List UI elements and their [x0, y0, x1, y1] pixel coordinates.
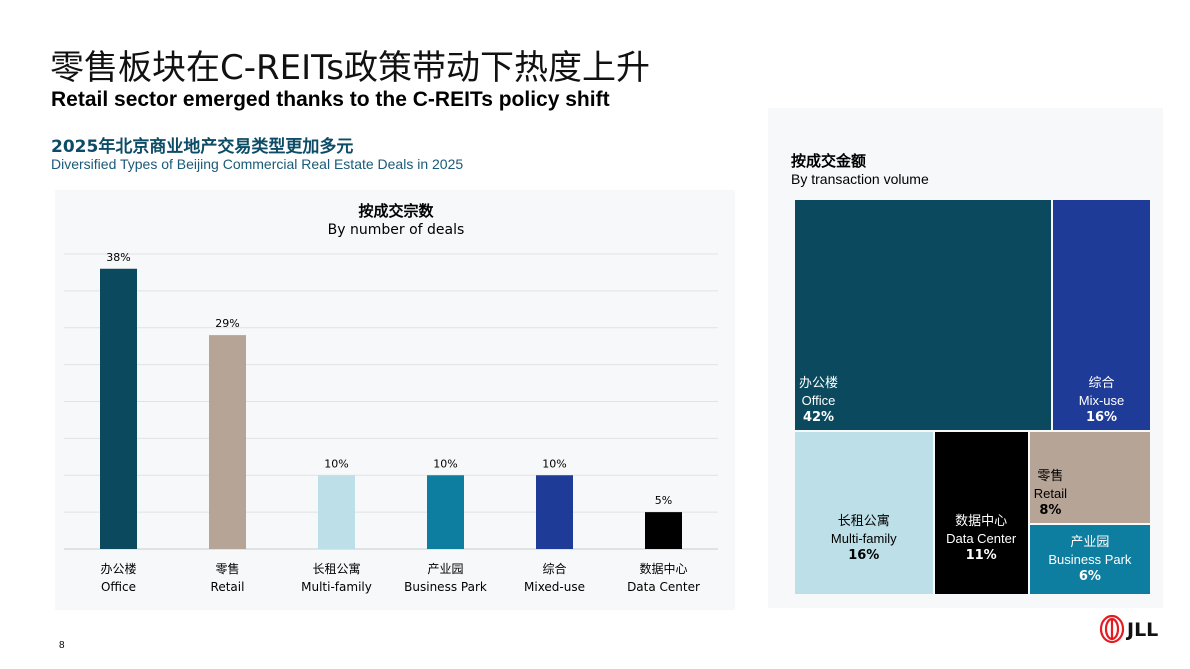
- treemap-label-en: Office: [801, 392, 836, 408]
- treemap-title: 按成交金额: [791, 152, 867, 170]
- bar-value-label: 5%: [655, 494, 672, 507]
- section-subtitle-english: Diversified Types of Beijing Commercial …: [51, 156, 464, 172]
- bar-chart-title: 按成交宗数: [358, 202, 434, 220]
- treemap-label-zh: 长租公寓: [837, 514, 890, 530]
- treemap-label-en: Multi-family: [830, 531, 897, 547]
- page-number: 8: [59, 640, 65, 651]
- category-label-zh: 产业园: [427, 562, 463, 576]
- treemap-label: 数据中心 Data Center 11%: [935, 513, 1028, 564]
- category-label-zh: 综合: [542, 561, 566, 576]
- treemap-label: 办公楼 Office 42%: [799, 375, 838, 426]
- bar-mixed-use: [536, 475, 573, 549]
- treemap-label: 长租公寓 Multi-family 16%: [795, 513, 933, 564]
- page-title-english: Retail sector emerged thanks to the C-RE…: [51, 88, 610, 111]
- treemap-label-en: Retail: [1033, 486, 1068, 502]
- treemap-label-zh: 办公楼: [799, 375, 839, 391]
- jll-logo: JLL: [1099, 614, 1158, 644]
- bar-chart-subtitle: By number of deals: [328, 222, 465, 238]
- treemap-cell-office: 办公楼 Office 42%: [795, 200, 1052, 430]
- treemap-label-pct: 6%: [1078, 569, 1101, 585]
- bar-value-label: 10%: [324, 457, 348, 470]
- treemap-label-pct: 16%: [848, 548, 880, 564]
- treemap-cell-data-center: 数据中心 Data Center 11%: [934, 431, 1028, 594]
- treemap-label-zh: 产业园: [1070, 535, 1110, 551]
- treemap-label-pct: 16%: [1085, 409, 1118, 425]
- bar-value-label: 10%: [542, 457, 566, 470]
- category-label-zh: 零售: [215, 561, 239, 576]
- category-label-en: Office: [101, 580, 136, 594]
- bar-chart-panel: [55, 190, 735, 610]
- bar-multi-family: [318, 475, 355, 549]
- treemap-label: 零售 Retail 8%: [1034, 468, 1067, 519]
- treemap-label-pct: 42%: [802, 409, 835, 425]
- category-label-en: Data Center: [627, 580, 700, 594]
- section-subtitle: 2025年北京商业地产交易类型更加多元: [51, 137, 354, 157]
- bar-value-label: 29%: [215, 317, 239, 330]
- category-label-en: Retail: [211, 580, 245, 594]
- treemap-label: 产业园 Business Park 6%: [1030, 534, 1150, 585]
- treemap-cell-multi-family: 长租公寓 Multi-family 16%: [795, 431, 933, 594]
- treemap-label-zh: 零售: [1037, 469, 1064, 485]
- treemap-label-zh: 数据中心: [955, 514, 1008, 530]
- jll-logo-text: JLL: [1125, 619, 1158, 641]
- treemap-label-en: Business Park: [1048, 552, 1132, 568]
- category-label-en: Business Park: [404, 580, 487, 594]
- category-label-en: Multi-family: [301, 580, 372, 594]
- treemap-cell-retail: 零售 Retail 8%: [1029, 431, 1150, 524]
- category-label-en: Mixed-use: [524, 580, 585, 594]
- treemap-subtitle: By transaction volume: [791, 171, 929, 187]
- category-label-zh: 办公楼: [100, 561, 136, 576]
- bar-data-center: [645, 512, 682, 549]
- jll-logo-mark-icon: [1099, 614, 1125, 644]
- treemap-label-pct: 11%: [965, 548, 997, 564]
- treemap-cell-business-park: 产业园 Business Park 6%: [1029, 525, 1150, 594]
- treemap-label-pct: 8%: [1039, 503, 1062, 519]
- category-label-zh: 数据中心: [639, 561, 687, 576]
- treemap-label-zh: 综合: [1088, 375, 1115, 391]
- bar-retail: [209, 335, 246, 549]
- treemap-label-en: Data Center: [946, 531, 1017, 547]
- page-title: 零售板块在C-REITs政策带动下热度上升: [50, 48, 650, 88]
- bar-office: [100, 268, 137, 549]
- bar-value-label: 38%: [106, 251, 130, 264]
- treemap-label: 综合 Mix-use 16%: [1053, 375, 1150, 426]
- bar-value-label: 10%: [433, 457, 457, 470]
- bar-business-park: [427, 475, 464, 549]
- category-label-zh: 长租公寓: [312, 561, 360, 576]
- treemap-cell-mix-use: 综合 Mix-use 16%: [1053, 200, 1150, 430]
- treemap-label-en: Mix-use: [1078, 392, 1125, 408]
